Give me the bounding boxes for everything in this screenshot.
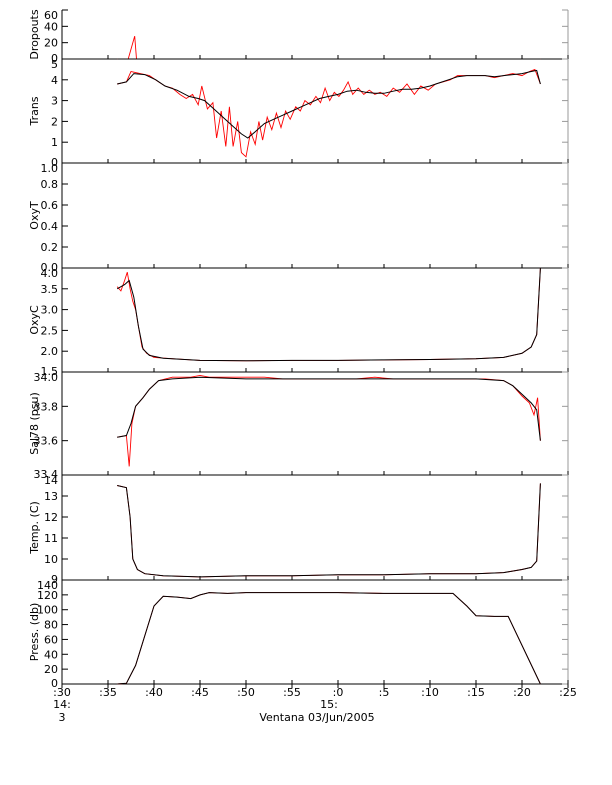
oxyc-raw-series	[116, 267, 541, 362]
press-ytick-label: 20	[44, 663, 58, 676]
trans-ylabel: Trans	[28, 96, 41, 126]
press-ytick-label: 0	[51, 677, 58, 690]
press-ytick-label: 140	[37, 579, 58, 592]
temp-ytick-label: 14	[44, 474, 58, 487]
oxyt-ytick-label: 0.6	[41, 199, 59, 212]
hour-label-15: 15:	[320, 698, 338, 711]
panel-oxyc: 1.5 2.0 2.5 3.0 3.5 4.0 OxyC	[28, 267, 569, 378]
trans-ytick-label: 2	[51, 115, 58, 128]
panel-temp: 9 10 11 12 13 14 Temp. (C)	[28, 474, 569, 586]
oxyt-ytick-label: 0.0	[41, 261, 59, 274]
trans-ytick-label: 3	[51, 95, 58, 108]
sal78-ytick-label: 33.8	[34, 400, 59, 413]
sal78-ytick-label: 34.0	[34, 371, 59, 384]
oxyc-ytick-label: 4.0	[41, 267, 59, 280]
panel-sal78: 33.4 33.6 33.8 34.0 Sal78 (psu)	[28, 371, 569, 481]
dropouts-raw-series	[117, 35, 541, 60]
x-axis-tick-label: :20	[513, 686, 531, 699]
temp-ytick-label: 11	[44, 532, 58, 545]
oxyc-ytick-label: 3.0	[41, 304, 59, 317]
trans-ytick-label: 5	[51, 58, 58, 71]
dropouts-ytick-label: 60	[44, 9, 58, 22]
x-axis-tick-label: :15	[467, 686, 485, 699]
oxyc-ytick-label: 1.5	[41, 365, 59, 378]
trans-ytick-label: 0	[51, 156, 58, 169]
dropouts-ytick-label: 20	[44, 37, 58, 50]
chart-footer-title: Ventana 03/Jun/2005	[259, 711, 374, 724]
oxyt-ylabel: OxyT	[28, 201, 41, 230]
x-axis-tick-label: :55	[283, 686, 301, 699]
footer: 14: 15: 3 Ventana 03/Jun/2005	[53, 698, 374, 724]
oxyc-ytick-label: 3.5	[41, 283, 59, 296]
dropouts-ylabel: Dropouts	[28, 9, 41, 59]
oxyt-ytick-label: 0.8	[41, 178, 59, 191]
oxyt-ytick-label: 0.4	[41, 220, 59, 233]
press-raw-series	[117, 592, 541, 685]
press-ylabel: Press. (db)	[28, 603, 41, 662]
oxyc-ytick-label: 2.5	[41, 324, 59, 337]
sal78-ytick-label: 33.4	[34, 468, 59, 481]
press-ytick-label: 100	[37, 604, 58, 617]
panels-group: 0204060Dropouts012345Trans0.00.20.40.60.…	[28, 9, 569, 690]
x-axis-tick-label: :45	[191, 686, 209, 699]
temp-ytick-label: 12	[44, 511, 58, 524]
trans-raw-series	[117, 68, 541, 158]
temp-ytick-label: 13	[44, 490, 58, 503]
press-ytick-label: 40	[44, 648, 58, 661]
oxyt-ytick-label: 1.0	[41, 162, 59, 175]
day-label: 3	[59, 711, 66, 724]
press-smoothed-series	[117, 592, 541, 685]
press-ytick-label: 80	[44, 619, 58, 632]
x-axis-tick-label: :50	[237, 686, 255, 699]
oxyc-ytick-label: 2.0	[41, 345, 59, 358]
dropouts-ytick-label: 40	[44, 20, 58, 33]
x-axis-tick-label: :25	[559, 686, 577, 699]
sal78-raw-series	[117, 374, 541, 467]
sal78-ylabel: Sal78 (psu)	[28, 392, 41, 455]
dropouts-ytick-label: 0	[51, 52, 58, 65]
sal78-ytick-label: 33.6	[34, 435, 59, 448]
x-axis-tick-label: :40	[145, 686, 163, 699]
x-axis-tick-label: :35	[99, 686, 117, 699]
hour-label-14: 14:	[53, 698, 71, 711]
x-axis: :30 :35 :40 :45 :50 :55 :0 :5 :10 :15 :20 :25	[53, 684, 577, 699]
oxyc-ylabel: OxyC	[28, 305, 41, 335]
temp-ytick-label: 9	[51, 573, 58, 586]
trans-ytick-label: 1	[51, 136, 58, 149]
trans-ytick-label: 4	[51, 74, 58, 87]
oxyc-smoothed-series	[116, 267, 541, 362]
panel-trans: 0 1 2 3 4 5 Trans	[28, 58, 569, 169]
panel-oxyt: 0.0 0.2 0.4 0.6 0.8 1.0 OxyT	[28, 162, 569, 274]
temp-ylabel: Temp. (C)	[28, 501, 41, 555]
x-axis-tick-label: :30	[53, 686, 71, 699]
temp-raw-series	[117, 483, 541, 578]
x-axis-tick-label: :0	[333, 686, 344, 699]
x-axis-tick-label: :10	[421, 686, 439, 699]
x-axis-tick-label: :5	[379, 686, 390, 699]
temp-smoothed-series	[117, 483, 541, 578]
trans-smoothed-series	[117, 69, 541, 139]
press-ytick-label: 120	[37, 589, 58, 602]
sal78-smoothed-series	[117, 376, 541, 441]
temp-ytick-label: 10	[44, 553, 58, 566]
oxyt-ytick-label: 0.2	[41, 241, 59, 254]
press-ytick-label: 60	[44, 633, 58, 646]
